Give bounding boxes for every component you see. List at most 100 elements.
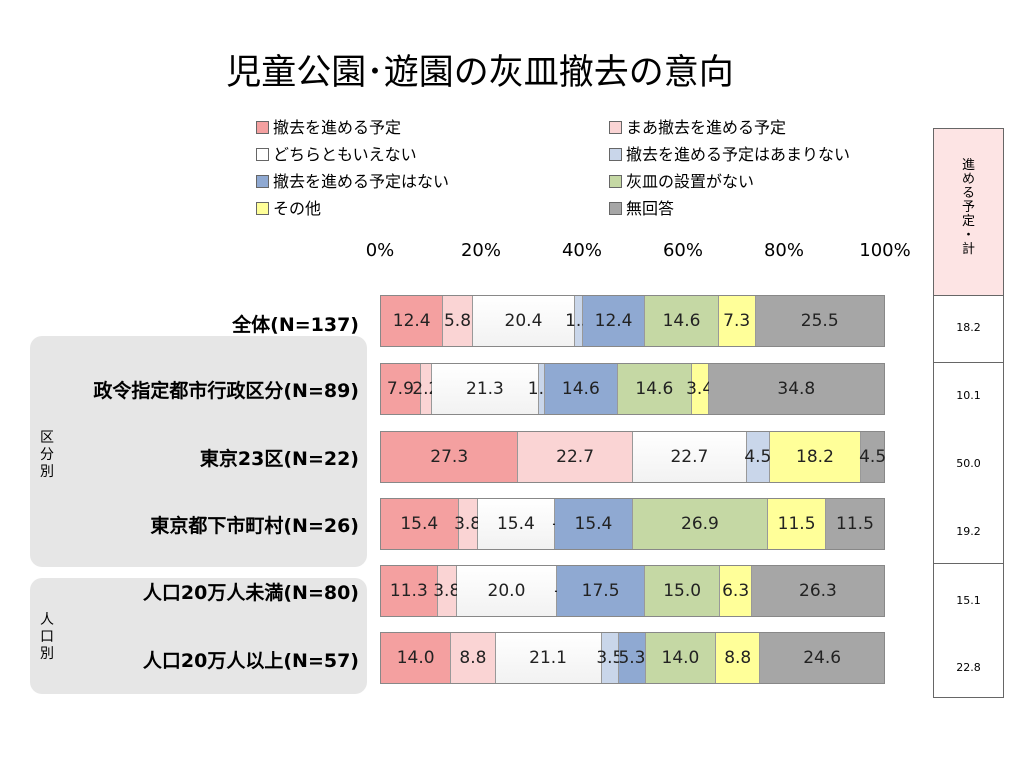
bar-segment: 14.0: [381, 633, 452, 683]
bar-segment: 12.4: [381, 296, 444, 346]
bar-segment: 15.4: [381, 499, 459, 549]
x-tick-label: 20%: [460, 240, 501, 261]
bar-value-label: 5.8: [443, 311, 472, 331]
stacked-bar: 7.9 2.2 21.3 1.1 14.6 14.6 3.4 34.8: [380, 363, 885, 415]
bar-value-label: 12.4: [392, 311, 431, 331]
row-label: 全体(N=137): [232, 314, 359, 336]
legend-swatch: [256, 202, 269, 215]
bar-value-label: 15.4: [574, 514, 613, 534]
bar-value-label: 12.4: [594, 311, 633, 331]
population-group-panel: [30, 578, 367, 694]
bar-segment: 24.6: [760, 633, 884, 683]
bar-value-label: 11.5: [777, 514, 816, 534]
row-label: 東京23区(N=22): [199, 448, 359, 470]
bar-value-label: 25.5: [800, 311, 839, 331]
stacked-bar: 11.33.820.0-17.515.06.326.3: [380, 565, 885, 617]
bar-value-label: 24.6: [803, 648, 842, 668]
bar-segment: 21.3: [431, 364, 540, 414]
legend-swatch: [609, 202, 622, 215]
row-label: 人口20万人以上(N=57): [142, 650, 359, 672]
bar-segment: 22.7: [632, 432, 748, 482]
bar-segment: 26.3: [751, 566, 884, 616]
bar-value-label: 34.8: [777, 379, 816, 399]
bar-segment: 14.6: [645, 296, 719, 346]
bar-value-label: 8.8: [724, 648, 752, 668]
legend-swatch: [256, 175, 269, 188]
bar-value-label: 7.9: [386, 379, 414, 399]
side-table-value: 15.1: [956, 594, 981, 607]
bar-value-label: 22.7: [556, 447, 595, 467]
bar-value-label: 11.3: [389, 581, 428, 601]
bar-segment: 3.8: [433, 566, 460, 616]
legend-swatch: [609, 121, 622, 134]
legend-swatch: [256, 121, 269, 134]
region-group-label: 区分別: [40, 430, 54, 480]
x-tick-label: 60%: [662, 240, 703, 261]
legend-item: どちらともいえない: [256, 144, 417, 166]
bar-segment: 26.9: [632, 499, 769, 549]
bar-segment: 14.6: [544, 364, 619, 414]
x-tick-label: 80%: [763, 240, 804, 261]
row-label: 政令指定都市行政区分(N=89): [93, 380, 359, 402]
side-table-header-text: 進める予定・計: [961, 158, 975, 257]
legend-swatch: [609, 148, 622, 161]
row-label: 人口20万人未満(N=80): [142, 582, 359, 604]
side-table-value: 18.2: [956, 321, 981, 334]
bar-value-label: 15.4: [400, 514, 439, 534]
bar-value-label: 20.0: [487, 581, 526, 601]
x-tick-label: 40%: [561, 240, 602, 261]
legend-label: その他: [273, 199, 322, 218]
legend-item: その他: [256, 198, 321, 220]
bar-segment: 5.3: [618, 633, 646, 683]
bar-segment: 5.8: [443, 296, 473, 346]
bar-value-label: 20.4: [504, 311, 543, 331]
bar-value-label: 14.0: [396, 648, 435, 668]
region-group-panel: [30, 336, 367, 567]
legend-label: 撤去を進める予定: [273, 118, 402, 137]
legend-label: 撤去を進める予定はない: [273, 172, 450, 191]
legend-item: 撤去を進める予定: [256, 117, 401, 139]
bar-segment: 15.4: [477, 499, 556, 549]
bar-segment: 14.6: [618, 364, 692, 414]
bar-value-label: 22.7: [670, 447, 709, 467]
bar-value-label: 3.8: [454, 514, 482, 534]
row-label: 東京都下市町村(N=26): [150, 515, 359, 537]
bar-value-label: 3.8: [433, 581, 461, 601]
bar-value-label: 7.3: [723, 311, 751, 331]
bar-value-label: 26.3: [799, 581, 837, 601]
legend-label: どちらともいえない: [273, 145, 417, 164]
bar-value-label: 15.0: [663, 581, 702, 601]
side-table-divider: [934, 362, 1003, 363]
bar-value-label: 21.1: [529, 648, 567, 668]
chart-legend: 撤去を進める予定 まあ撤去を進める予定 どちらともいえない 撤去を進める予定はあ…: [256, 117, 896, 227]
stacked-bar: 15.43.815.4-15.426.911.511.5: [380, 498, 885, 550]
bar-segment: 20.4: [472, 296, 576, 346]
bar-segment: 1.5: [565, 296, 592, 346]
bar-value-label: 14.0: [661, 648, 700, 668]
population-group-label: 人口別: [40, 612, 54, 662]
legend-item: 無回答: [609, 198, 674, 220]
bar-segment: 21.1: [495, 633, 602, 683]
bar-segment: 6.3: [720, 566, 752, 616]
bar-segment: 3.4: [686, 364, 713, 414]
bar-segment: 7.3: [718, 296, 756, 346]
legend-label: まあ撤去を進める予定: [626, 118, 787, 137]
bar-segment: 14.0: [645, 633, 717, 683]
legend-label: 灰皿の設置がない: [626, 172, 755, 191]
bar-segment: 4.5: [744, 432, 771, 482]
bar-segment: 27.3: [381, 432, 519, 482]
stacked-bar: 14.0 8.8 21.1 3.5 5.3 14.0 8.8 24.6: [380, 632, 885, 684]
bar-value-label: 8.8: [459, 648, 487, 668]
bar-segment: 3.5: [596, 633, 623, 683]
bar-value-label: 18.2: [796, 447, 834, 467]
side-table-header: 進める予定・計: [934, 129, 1003, 296]
bar-value-label: 3.4: [686, 379, 714, 399]
bar-segment: 20.0: [456, 566, 558, 616]
bar-value-label: 26.9: [681, 514, 719, 534]
bar-value-label: 14.6: [635, 379, 674, 399]
bar-segment: 18.2: [769, 432, 862, 482]
x-axis-ticks: 0% 20% 40% 60% 80% 100%: [0, 240, 1024, 264]
x-tick-label: 100%: [859, 240, 911, 261]
side-table-value: 10.1: [956, 389, 981, 402]
bar-value-label: 14.6: [561, 379, 600, 399]
